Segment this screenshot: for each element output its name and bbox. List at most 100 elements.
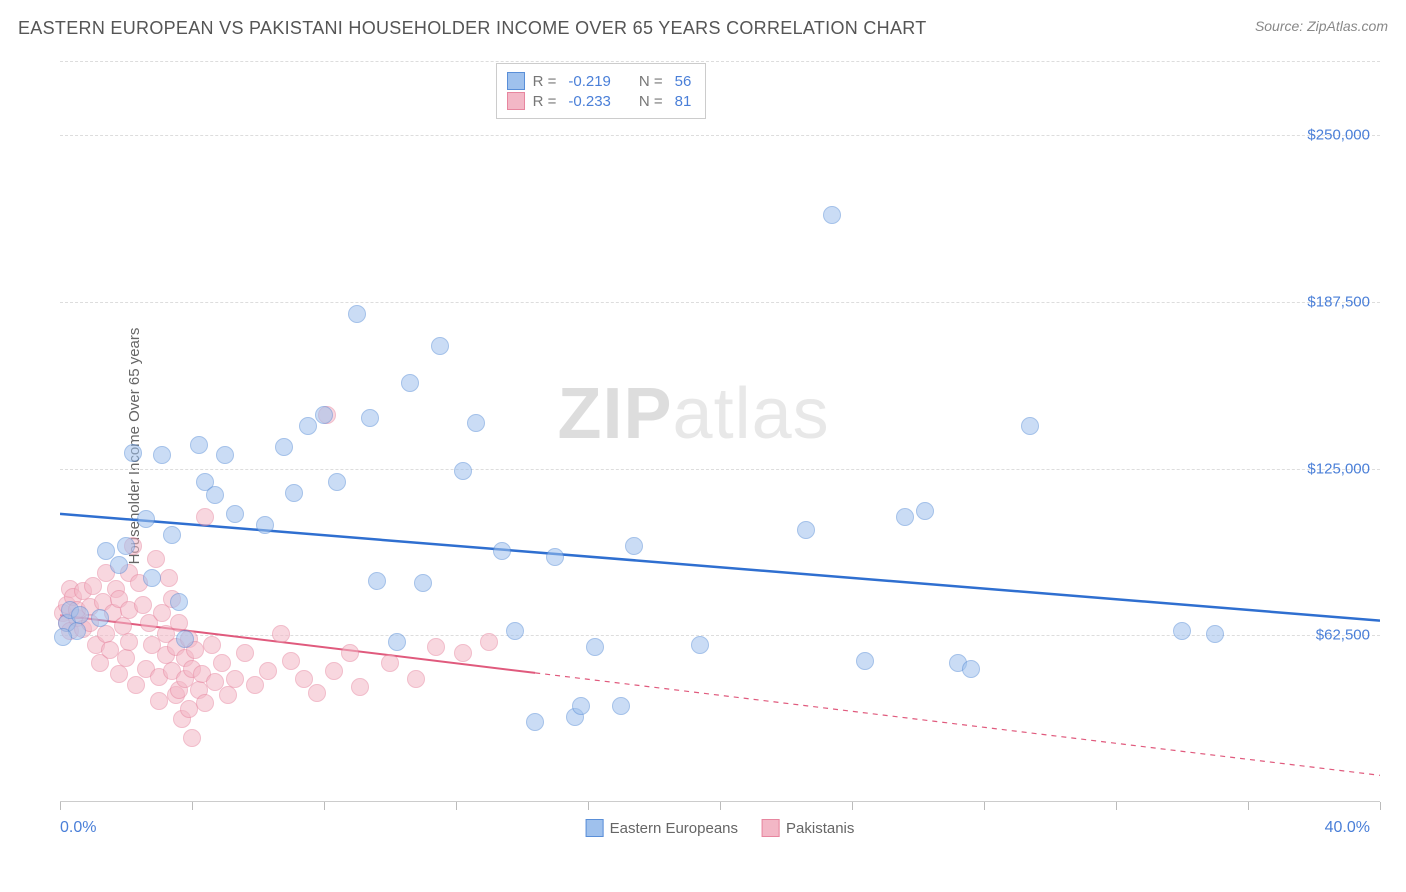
data-point bbox=[259, 662, 277, 680]
legend-swatch bbox=[507, 72, 525, 90]
data-point bbox=[315, 406, 333, 424]
data-point bbox=[625, 537, 643, 555]
data-point bbox=[572, 697, 590, 715]
y-tick-label: $187,500 bbox=[1307, 293, 1370, 310]
trend-line-dashed bbox=[535, 673, 1380, 775]
data-point bbox=[190, 436, 208, 454]
data-point bbox=[117, 537, 135, 555]
correlation-row: R = -0.233 N = 81 bbox=[507, 92, 696, 110]
x-tick bbox=[1380, 802, 1381, 810]
correlation-row: R = -0.219 N = 56 bbox=[507, 72, 696, 90]
r-value: -0.233 bbox=[568, 93, 611, 110]
data-point bbox=[120, 633, 138, 651]
legend-item: Pakistanis bbox=[762, 819, 854, 837]
data-point bbox=[160, 569, 178, 587]
data-point bbox=[54, 628, 72, 646]
data-point bbox=[101, 641, 119, 659]
data-point bbox=[467, 414, 485, 432]
x-axis-max-label: 40.0% bbox=[1325, 819, 1370, 837]
n-value: 56 bbox=[675, 73, 692, 90]
data-point bbox=[134, 596, 152, 614]
data-point bbox=[226, 670, 244, 688]
n-label: N = bbox=[639, 73, 663, 90]
data-point bbox=[612, 697, 630, 715]
data-point bbox=[203, 636, 221, 654]
data-point bbox=[328, 473, 346, 491]
legend-item: Eastern Europeans bbox=[586, 819, 738, 837]
x-tick bbox=[324, 802, 325, 810]
data-point bbox=[431, 337, 449, 355]
data-point bbox=[691, 636, 709, 654]
data-point bbox=[176, 630, 194, 648]
data-point bbox=[84, 577, 102, 595]
data-point bbox=[180, 700, 198, 718]
watermark: ZIPatlas bbox=[558, 373, 830, 455]
gridline bbox=[60, 135, 1380, 136]
source-attribution: Source: ZipAtlas.com bbox=[1255, 18, 1388, 34]
legend-swatch bbox=[762, 819, 780, 837]
watermark-light: atlas bbox=[673, 374, 830, 454]
data-point bbox=[71, 606, 89, 624]
data-point bbox=[368, 572, 386, 590]
data-point bbox=[407, 670, 425, 688]
gridline bbox=[60, 61, 1380, 62]
data-point bbox=[823, 206, 841, 224]
data-point bbox=[196, 508, 214, 526]
x-tick bbox=[1116, 802, 1117, 810]
r-label: R = bbox=[533, 73, 557, 90]
series-legend: Eastern Europeans Pakistanis bbox=[586, 819, 855, 837]
data-point bbox=[170, 593, 188, 611]
data-point bbox=[962, 660, 980, 678]
data-point bbox=[401, 374, 419, 392]
x-tick bbox=[456, 802, 457, 810]
y-tick-label: $62,500 bbox=[1316, 627, 1370, 644]
data-point bbox=[97, 625, 115, 643]
watermark-bold: ZIP bbox=[558, 374, 673, 454]
data-point bbox=[206, 486, 224, 504]
data-point bbox=[308, 684, 326, 702]
data-point bbox=[414, 574, 432, 592]
data-point bbox=[163, 526, 181, 544]
legend-swatch bbox=[586, 819, 604, 837]
data-point bbox=[226, 505, 244, 523]
n-label: N = bbox=[639, 93, 663, 110]
x-tick bbox=[852, 802, 853, 810]
legend-swatch bbox=[507, 92, 525, 110]
legend-label: Pakistanis bbox=[786, 820, 854, 837]
y-tick-label: $125,000 bbox=[1307, 460, 1370, 477]
r-label: R = bbox=[533, 93, 557, 110]
data-point bbox=[216, 446, 234, 464]
n-value: 81 bbox=[675, 93, 692, 110]
data-point bbox=[282, 652, 300, 670]
data-point bbox=[348, 305, 366, 323]
data-point bbox=[381, 654, 399, 672]
gridline bbox=[60, 302, 1380, 303]
data-point bbox=[153, 446, 171, 464]
gridline bbox=[60, 469, 1380, 470]
data-point bbox=[388, 633, 406, 651]
data-point bbox=[110, 665, 128, 683]
x-tick bbox=[192, 802, 193, 810]
legend-label: Eastern Europeans bbox=[610, 820, 738, 837]
data-point bbox=[213, 654, 231, 672]
r-value: -0.219 bbox=[568, 73, 611, 90]
chart-container: EASTERN EUROPEAN VS PAKISTANI HOUSEHOLDE… bbox=[0, 0, 1406, 892]
data-point bbox=[219, 686, 237, 704]
data-point bbox=[196, 694, 214, 712]
chart-title: EASTERN EUROPEAN VS PAKISTANI HOUSEHOLDE… bbox=[18, 18, 927, 39]
x-axis-min-label: 0.0% bbox=[60, 819, 96, 837]
x-tick bbox=[60, 802, 61, 810]
data-point bbox=[285, 484, 303, 502]
x-tick bbox=[720, 802, 721, 810]
data-point bbox=[454, 462, 472, 480]
data-point bbox=[137, 510, 155, 528]
data-point bbox=[856, 652, 874, 670]
plot-area: $62,500$125,000$187,500$250,000 ZIPatlas… bbox=[60, 55, 1380, 845]
data-point bbox=[299, 417, 317, 435]
data-point bbox=[506, 622, 524, 640]
data-point bbox=[91, 609, 109, 627]
data-point bbox=[797, 521, 815, 539]
data-point bbox=[236, 644, 254, 662]
data-point bbox=[361, 409, 379, 427]
data-point bbox=[1173, 622, 1191, 640]
